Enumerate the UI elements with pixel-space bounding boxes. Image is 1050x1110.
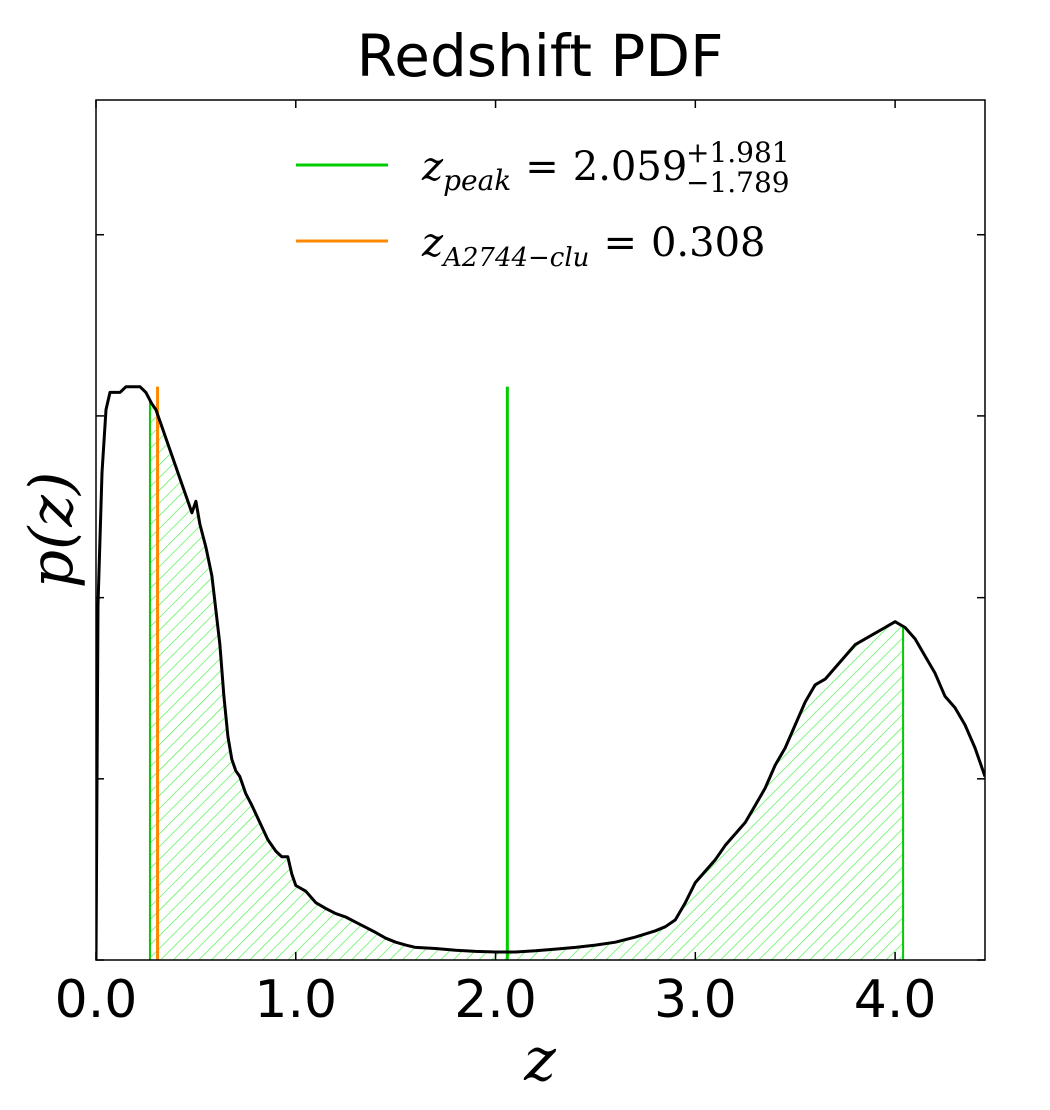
legend-entry-peak: zpeak = 2.059 +1.981 −1.789 (296, 136, 790, 199)
legend-peak-equals: = (525, 144, 559, 190)
plot-area (95, 99, 986, 961)
x-tick-label: 2.0 (454, 970, 537, 1030)
legend-peak-subscript: −1.789 (686, 166, 790, 199)
svg-text:zA2744−clu=0.308: zA2744−clu = 0.308 (421, 220, 765, 273)
legend-peak-sub: peak (443, 164, 511, 197)
plot-frame (95, 99, 986, 961)
legend-cluster-equals: = (603, 220, 637, 266)
y-axis-label: p(z) (17, 472, 87, 589)
legend-cluster-main: z (421, 220, 444, 266)
chart-title: Redshift PDF (357, 22, 724, 90)
legend-cluster-sub: A2744−clu (441, 243, 589, 273)
x-tick-label: 1.0 (254, 970, 337, 1030)
x-tick-labels: 0.0 1.0 2.0 3.0 4.0 (55, 970, 937, 1030)
x-tick-label: 0.0 (55, 970, 138, 1030)
credible-interval-hatch (149, 400, 904, 960)
legend-peak-value: 2.059 (573, 144, 688, 190)
legend-peak-main: z (421, 144, 444, 190)
svg-text:zpeak=2.059: zpeak = 2.059 (421, 144, 687, 197)
legend: zpeak = 2.059 +1.981 −1.789 zA2744−clu = 0.3… (296, 136, 790, 273)
legend-cluster-value: 0.308 (651, 220, 766, 266)
x-tick-label: 4.0 (854, 970, 937, 1030)
x-tick-label: 3.0 (654, 970, 737, 1030)
pdf-curve (96, 385, 985, 960)
legend-entry-cluster: zA2744−clu = 0.308 (296, 220, 765, 273)
legend-peak-sup: +1.981 (686, 136, 790, 169)
x-axis-label: z (523, 1025, 556, 1095)
